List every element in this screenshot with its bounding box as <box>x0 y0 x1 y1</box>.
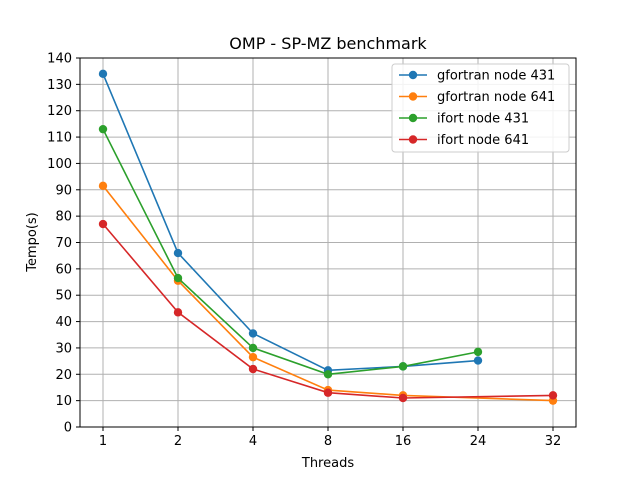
y-axis: 0 10 20 30 40 50 60 70 80 90 100 110 120 130 140 <box>47 52 80 436</box>
series-line <box>102 223 554 399</box>
data-point <box>98 181 108 191</box>
y-tick-label: 110 <box>47 131 72 146</box>
data-point <box>323 370 333 379</box>
y-tick-label: 60 <box>55 262 72 277</box>
legend-label: ifort node 641 <box>437 133 529 148</box>
x-tick-label: 32 <box>545 434 562 449</box>
y-tick-label: 70 <box>55 236 72 251</box>
legend-label: gfortran node 431 <box>437 69 555 84</box>
data-point <box>548 391 558 400</box>
x-tick-label: 16 <box>395 434 412 449</box>
x-tick-label: 4 <box>249 434 257 449</box>
data-point <box>323 388 333 397</box>
data-point <box>248 352 258 362</box>
data-point <box>248 329 258 338</box>
data-point <box>98 124 108 134</box>
legend-entry: gfortran node 641 <box>399 90 555 105</box>
y-axis-label: Tempo(s) <box>25 212 40 273</box>
data-point <box>473 356 483 365</box>
y-tick-label: 10 <box>55 394 72 409</box>
data-point <box>248 364 258 374</box>
data-point <box>398 393 408 403</box>
series-line <box>102 185 554 402</box>
legend-marker <box>408 92 418 101</box>
series-line <box>102 128 479 376</box>
series-3 <box>98 124 483 379</box>
legend-marker <box>408 113 418 123</box>
legend: gfortran node 431 gfortran node 641 ifort … <box>391 63 570 153</box>
legend-entry: ifort node 431 <box>399 112 529 127</box>
y-tick-label: 40 <box>55 315 72 330</box>
y-tick-label: 140 <box>47 52 72 67</box>
legend-label: gfortran node 641 <box>437 90 555 105</box>
data-point <box>398 362 408 371</box>
series-4 <box>98 219 558 403</box>
legend-box <box>391 63 570 153</box>
y-tick-label: 50 <box>55 289 72 304</box>
y-tick-label: 100 <box>47 157 72 172</box>
y-tick-label: 130 <box>47 78 72 93</box>
y-tick-label: 0 <box>64 421 72 436</box>
chart-title: OMP - SP-MZ benchmark <box>229 34 427 53</box>
x-tick-label: 1 <box>99 434 107 449</box>
data-point <box>173 308 183 317</box>
y-tick-label: 90 <box>55 183 72 198</box>
data-point <box>248 343 258 353</box>
y-tick-label: 80 <box>55 210 72 225</box>
x-tick-label: 24 <box>470 434 487 449</box>
legend-marker <box>408 70 418 80</box>
data-point <box>173 273 183 283</box>
series-layer <box>98 69 558 405</box>
legend-entry: ifort node 641 <box>399 133 529 148</box>
legend-entry: gfortran node 431 <box>399 69 555 84</box>
y-tick-label: 20 <box>55 368 72 383</box>
data-point <box>98 219 108 229</box>
data-point <box>98 69 108 79</box>
y-tick-label: 30 <box>55 341 72 356</box>
data-point <box>173 248 183 258</box>
data-point <box>473 347 483 357</box>
x-tick-label: 2 <box>174 434 182 449</box>
x-tick-label: 8 <box>324 434 332 449</box>
x-axis-label: Threads <box>301 456 354 471</box>
legend-marker <box>408 135 418 144</box>
x-axis: 1 2 4 8 16 24 32 <box>99 427 561 449</box>
series-line <box>102 73 479 372</box>
y-tick-label: 120 <box>47 104 72 119</box>
legend-label: ifort node 431 <box>437 112 529 127</box>
